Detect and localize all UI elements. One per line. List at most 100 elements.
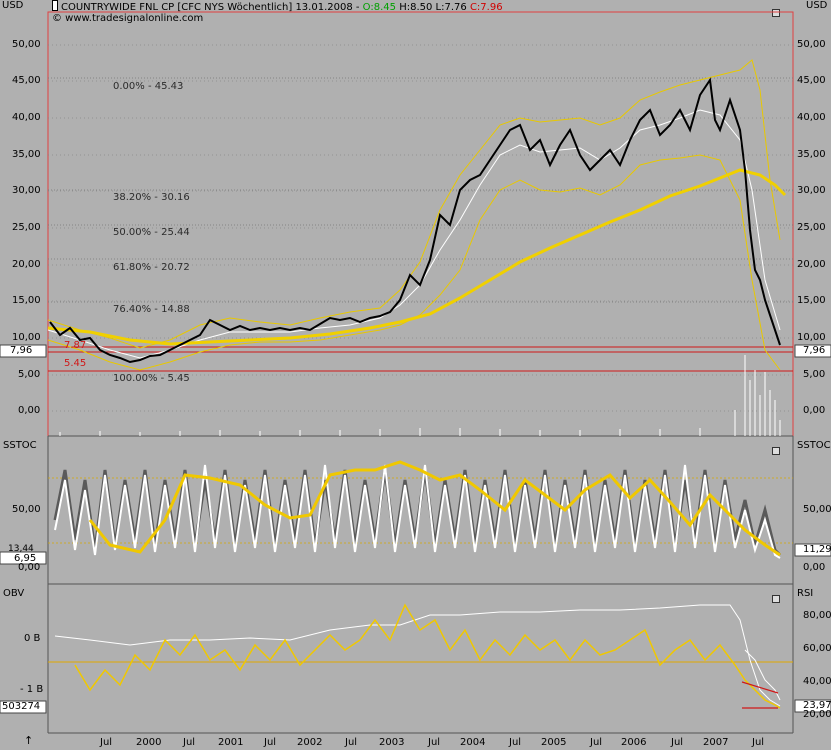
rsi-yellow-line: [74, 603, 781, 709]
close-value: C:7.96: [469, 2, 503, 13]
time-label: 2007: [703, 737, 729, 748]
price-tick-right: 50,00: [797, 39, 826, 50]
left-value-tags: [0, 344, 47, 714]
current-price-right: 7,96: [803, 345, 826, 356]
sstoc-gray-line: [53, 469, 782, 557]
open-value: O:8.45: [362, 2, 397, 13]
price-tick-left: 40,00: [12, 112, 41, 123]
time-label: Jul: [345, 737, 358, 748]
obv-white-line: [54, 604, 781, 707]
time-label: Jul: [100, 737, 113, 748]
obv-label: OBV: [3, 588, 25, 599]
title-text: COUNTRYWIDE FNL CP [CFC NYS Wöchentlich]…: [61, 2, 363, 13]
obv-box-button[interactable]: [772, 588, 780, 607]
rsi-white-line: [744, 649, 781, 701]
price-tick-left: 25,00: [12, 222, 41, 233]
fib-label-0: 0.00% - 45.43: [113, 81, 184, 92]
fibonacci-lines: [48, 77, 793, 372]
obv-value: 503274: [2, 701, 41, 712]
red-level-label-787: 7.87: [64, 340, 87, 351]
sstoc-value-right: 11,29: [803, 544, 831, 555]
obv-tick-left: 0 B: [24, 633, 41, 644]
time-label: Jul: [752, 737, 765, 748]
rsi-tick-right: 40,00: [803, 676, 831, 687]
up-arrow-icon[interactable]: ↑: [24, 734, 34, 747]
sstoc-box-button[interactable]: [772, 440, 780, 459]
obv-tick-left: - 1 B: [20, 684, 44, 695]
rsi-trendline-upper: [741, 681, 779, 694]
price-tick-right: 30,00: [797, 185, 826, 196]
current-price-left: 7,96: [10, 345, 33, 356]
price-panel-box-button[interactable]: [772, 2, 780, 21]
price-gridlines: [48, 44, 793, 412]
price-tick-right: 40,00: [797, 112, 826, 123]
sstoc-tick-left: 0,00: [18, 562, 41, 573]
sstoc-yellow-line: [88, 460, 781, 557]
header-bar: [0, 0, 831, 13]
currency-right: USD: [806, 0, 828, 11]
time-label: Jul: [264, 737, 277, 748]
window-box-icon: [772, 447, 780, 455]
chart-title: COUNTRYWIDE FNL CP [CFC NYS Wöchentlich]…: [52, 0, 503, 13]
fib-label-500: 50.00% - 25.44: [113, 227, 190, 238]
price-bars: [49, 77, 781, 364]
price-tick-right: 0,00: [803, 405, 826, 416]
price-tick-left: 0,00: [18, 405, 41, 416]
time-label: Jul: [428, 737, 441, 748]
sstoc-label-left: SSTOC: [3, 440, 37, 451]
price-tick-right: 20,00: [797, 259, 826, 270]
rsi-tick-right: 80,00: [803, 610, 831, 621]
copyright-text: © www.tradesignalonline.com: [52, 13, 204, 24]
rsi-value: 23,97: [803, 700, 831, 711]
high-value: H:8.50: [399, 2, 433, 13]
right-value-tags: [794, 344, 831, 713]
sstoc-white-line: [54, 464, 781, 559]
bollinger-lower: [47, 154, 781, 371]
sstoc-gridlines: [48, 477, 793, 544]
time-label: 2000: [136, 737, 162, 748]
price-tick-right: 45,00: [797, 75, 826, 86]
low-value: L:7.76: [435, 2, 467, 13]
time-label: 2003: [379, 737, 405, 748]
volume-bars: [59, 355, 781, 436]
red-level-label-545: 5.45: [64, 358, 87, 369]
window-box-icon: [772, 595, 780, 603]
price-tick-left: 35,00: [12, 149, 41, 160]
rsi-label: RSI: [797, 588, 814, 599]
sstoc-tick-right: 50,00: [803, 504, 831, 515]
sstoc-value-left-b: 6,95: [14, 553, 37, 564]
time-label: 2006: [621, 737, 647, 748]
price-tick-right: 35,00: [797, 149, 826, 160]
fib-label-618: 61.80% - 20.72: [113, 262, 190, 273]
price-tick-left: 10,00: [12, 332, 41, 343]
time-label: 2002: [297, 737, 323, 748]
time-label: Jul: [590, 737, 603, 748]
fib-label-100: 100.00% - 5.45: [113, 373, 190, 384]
price-tick-right: 25,00: [797, 222, 826, 233]
fib-label-382: 38.20% - 30.16: [113, 192, 190, 203]
price-tick-left: 45,00: [12, 75, 41, 86]
sstoc-tick-left: 50,00: [12, 504, 41, 515]
price-tick-right: 10,00: [797, 332, 826, 343]
price-tick-right: 5,00: [803, 369, 826, 380]
rsi-tick-right: 20,00: [803, 709, 831, 720]
sstoc-label-right: SSTOC: [797, 440, 831, 451]
price-tick-right: 15,00: [797, 295, 826, 306]
moving-average-line: [47, 168, 787, 346]
rsi-tick-right: 60,00: [803, 643, 831, 654]
time-label: Jul: [671, 737, 684, 748]
white-average-line: [47, 109, 781, 359]
currency-left: USD: [2, 0, 24, 11]
time-label: 2005: [541, 737, 567, 748]
time-label: 2001: [218, 737, 244, 748]
price-tick-left: 50,00: [12, 39, 41, 50]
time-label: Jul: [183, 737, 196, 748]
sstoc-value-left-a: 13,44: [8, 544, 34, 554]
price-tick-left: 5,00: [18, 369, 41, 380]
price-tick-left: 20,00: [12, 259, 41, 270]
window-box-icon: [772, 9, 780, 17]
candlestick-icon: [52, 0, 58, 11]
time-label: 2004: [460, 737, 486, 748]
sstoc-tick-right: 0,00: [803, 562, 826, 573]
